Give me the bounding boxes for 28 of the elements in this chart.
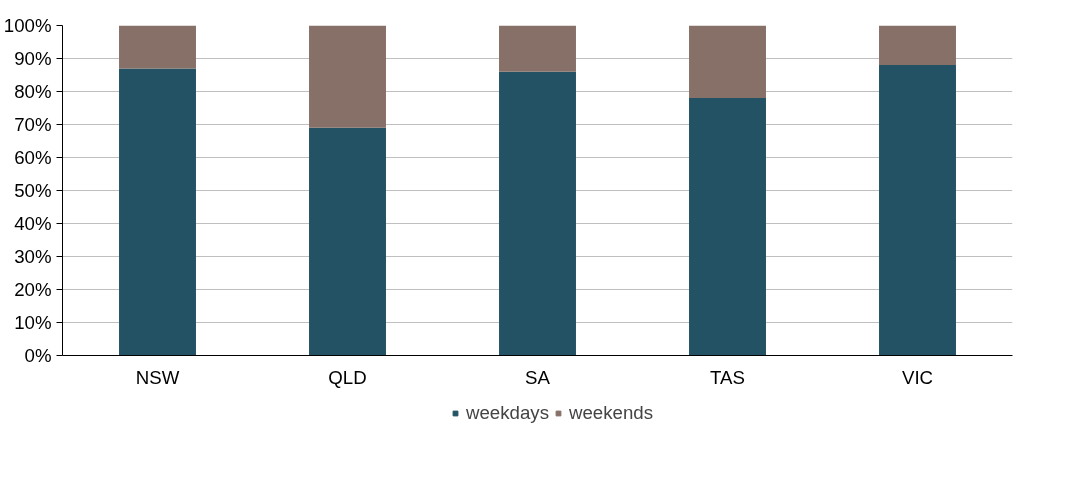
bar (689, 25, 766, 99)
x-tick-label: SA (525, 366, 551, 388)
bar (689, 98, 766, 356)
y-tick-label: 0% (24, 345, 52, 366)
y-tick-label: 40% (14, 213, 52, 234)
bar (879, 65, 956, 356)
x-tick-label: QLD (328, 366, 367, 388)
legend-label: weekdays (466, 401, 549, 424)
y-tick-label: 30% (14, 246, 52, 267)
legend-label: weekends (568, 401, 653, 424)
bar (309, 25, 386, 128)
bar (119, 68, 196, 356)
bar (879, 25, 956, 66)
y-tick-label: 20% (14, 279, 52, 300)
y-tick-label: 100% (3, 15, 52, 36)
y-tick-label: 10% (14, 312, 52, 333)
bar (499, 71, 576, 356)
bar (309, 127, 386, 356)
x-tick-label: TAS (710, 366, 745, 388)
y-tick-label: 90% (14, 48, 52, 69)
y-tick-label: 60% (14, 147, 52, 168)
y-tick-label: 50% (14, 180, 52, 201)
bar (499, 25, 576, 72)
y-tick-label: 80% (14, 81, 52, 102)
y-tick-label: 70% (14, 114, 52, 135)
x-tick-label: NSW (135, 366, 180, 388)
bar (119, 25, 196, 69)
x-tick-label: VIC (901, 366, 934, 388)
